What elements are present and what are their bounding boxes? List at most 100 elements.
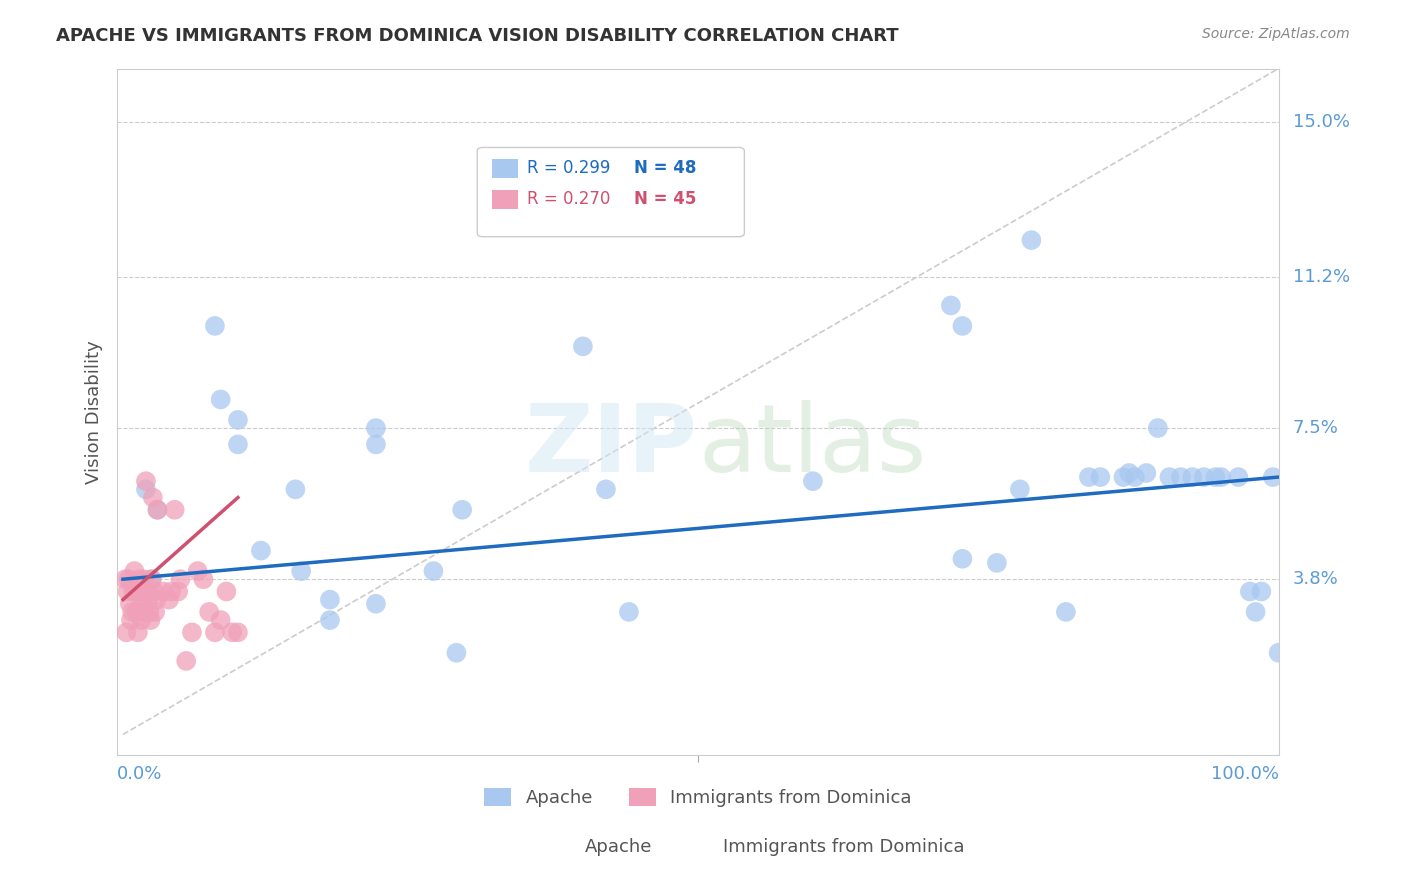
Point: [209, 392, 232, 407]
Point: [1267, 646, 1289, 660]
Point: [187, 564, 209, 578]
Point: [250, 543, 273, 558]
Point: [572, 339, 595, 353]
Point: [1244, 605, 1267, 619]
Point: [986, 556, 1008, 570]
Point: [1239, 584, 1261, 599]
Point: [319, 592, 342, 607]
Point: [181, 625, 204, 640]
Point: [127, 625, 149, 640]
Point: [1118, 466, 1140, 480]
Point: [226, 413, 249, 427]
Point: [141, 572, 163, 586]
Point: [145, 592, 167, 607]
Point: [1261, 470, 1284, 484]
Point: [1204, 470, 1226, 484]
Point: [939, 298, 962, 312]
Text: N = 45: N = 45: [634, 190, 696, 208]
Point: [125, 605, 148, 619]
Point: [128, 572, 150, 586]
Text: Apache: Apache: [585, 838, 652, 856]
Point: [132, 572, 155, 586]
Point: [226, 437, 249, 451]
Point: [364, 437, 387, 451]
Point: [1135, 466, 1157, 480]
Point: [595, 483, 617, 497]
Point: [1112, 470, 1135, 484]
Point: [146, 502, 169, 516]
Point: [1170, 470, 1192, 484]
Point: [129, 584, 152, 599]
Point: [143, 584, 166, 599]
Point: [801, 474, 824, 488]
Point: [118, 597, 141, 611]
Point: [193, 572, 215, 586]
Point: [131, 613, 153, 627]
Point: [152, 584, 174, 599]
Point: [163, 502, 186, 516]
Point: [1227, 470, 1250, 484]
Point: [122, 584, 145, 599]
Point: [319, 613, 342, 627]
Text: 15.0%: 15.0%: [1292, 112, 1350, 130]
Point: [451, 502, 474, 516]
Point: [1250, 584, 1272, 599]
Point: [167, 584, 190, 599]
Point: [446, 646, 468, 660]
Point: [1090, 470, 1112, 484]
Point: [143, 605, 166, 619]
FancyBboxPatch shape: [492, 159, 517, 178]
Legend: Apache, Immigrants from Dominica: Apache, Immigrants from Dominica: [477, 780, 920, 814]
Text: ZIP: ZIP: [524, 400, 697, 492]
Point: [221, 625, 243, 640]
Point: [364, 597, 387, 611]
Point: [1159, 470, 1181, 484]
Point: [1147, 421, 1170, 435]
Point: [284, 483, 307, 497]
Point: [204, 318, 226, 333]
Point: [136, 592, 159, 607]
Point: [1192, 470, 1215, 484]
Text: R = 0.299: R = 0.299: [527, 159, 610, 177]
Text: 11.2%: 11.2%: [1292, 268, 1350, 286]
Point: [169, 572, 191, 586]
FancyBboxPatch shape: [477, 147, 744, 236]
Point: [160, 584, 183, 599]
Point: [950, 318, 973, 333]
Point: [114, 572, 136, 586]
Point: [1077, 470, 1099, 484]
Text: R = 0.270: R = 0.270: [527, 190, 610, 208]
Text: Source: ZipAtlas.com: Source: ZipAtlas.com: [1202, 27, 1350, 41]
Point: [146, 502, 169, 516]
Point: [120, 613, 142, 627]
Point: [204, 625, 226, 640]
Point: [157, 592, 180, 607]
Point: [1181, 470, 1204, 484]
Point: [118, 572, 141, 586]
Point: [131, 597, 153, 611]
Point: [422, 564, 444, 578]
Text: atlas: atlas: [697, 400, 927, 492]
Point: [174, 654, 197, 668]
Text: APACHE VS IMMIGRANTS FROM DOMINICA VISION DISABILITY CORRELATION CHART: APACHE VS IMMIGRANTS FROM DOMINICA VISIO…: [56, 27, 898, 45]
Point: [121, 605, 143, 619]
Point: [1123, 470, 1146, 484]
Point: [1021, 233, 1043, 247]
Text: 7.5%: 7.5%: [1292, 419, 1339, 437]
Point: [617, 605, 640, 619]
Point: [136, 584, 159, 599]
Text: 0.0%: 0.0%: [117, 765, 163, 783]
Point: [364, 421, 387, 435]
Point: [209, 613, 232, 627]
Text: Immigrants from Dominica: Immigrants from Dominica: [723, 838, 965, 856]
FancyBboxPatch shape: [492, 190, 517, 210]
Point: [290, 564, 312, 578]
Text: N = 48: N = 48: [634, 159, 696, 177]
Point: [226, 625, 249, 640]
Point: [198, 605, 221, 619]
Point: [138, 605, 160, 619]
Text: 3.8%: 3.8%: [1292, 570, 1339, 588]
Point: [139, 613, 162, 627]
Point: [142, 491, 165, 505]
Text: 100.0%: 100.0%: [1211, 765, 1278, 783]
